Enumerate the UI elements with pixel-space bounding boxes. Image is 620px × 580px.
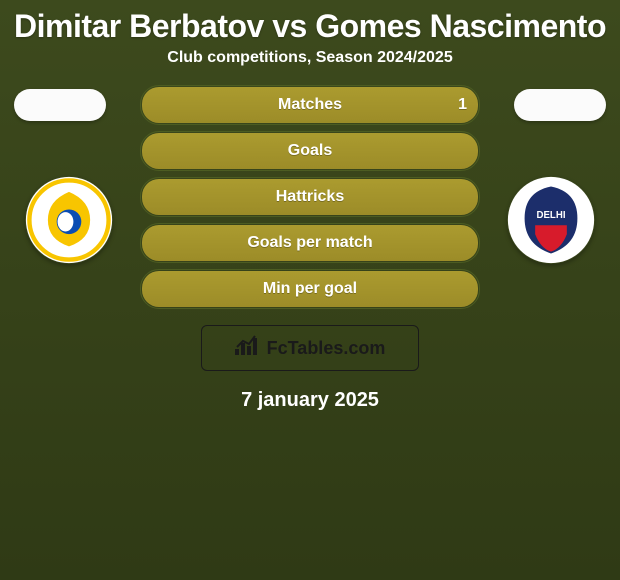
club-left-logo-icon: [25, 176, 113, 264]
metric-label: Goals: [288, 142, 332, 160]
metric-row: Goals: [0, 131, 620, 177]
bar-chart-icon: [235, 335, 261, 362]
metric-row: Min per goal: [0, 269, 620, 315]
page-subtitle: Club competitions, Season 2024/2025: [0, 49, 620, 67]
metric-label: Goals per match: [247, 234, 372, 252]
player-right-pill: [514, 89, 606, 121]
player-left-pill: [14, 89, 106, 121]
page: Dimitar Berbatov vs Gomes Nascimento Clu…: [0, 0, 620, 580]
metric-label: Matches: [278, 96, 342, 114]
metric-pill-matches: Matches 1: [140, 85, 480, 125]
club-right-badge: DELHI: [507, 176, 595, 264]
metric-pill-hattricks: Hattricks: [140, 177, 480, 217]
metric-pill-mpg: Min per goal: [140, 269, 480, 309]
metric-label: Min per goal: [263, 280, 357, 298]
metric-val-right: 1: [458, 96, 467, 114]
metric-pill-gpm: Goals per match: [140, 223, 480, 263]
fctables-label: FcTables.com: [267, 338, 386, 359]
page-title: Dimitar Berbatov vs Gomes Nascimento: [0, 0, 620, 49]
club-right-logo-icon: DELHI: [507, 176, 595, 264]
metric-pill-goals: Goals: [140, 131, 480, 171]
club-left-badge: [25, 176, 113, 264]
metric-row: Matches 1: [0, 85, 620, 131]
metric-label: Hattricks: [276, 188, 344, 206]
club-right-logo-text: DELHI: [536, 210, 565, 221]
footer-date: 7 january 2025: [0, 389, 620, 412]
fctables-link[interactable]: FcTables.com: [201, 325, 419, 371]
